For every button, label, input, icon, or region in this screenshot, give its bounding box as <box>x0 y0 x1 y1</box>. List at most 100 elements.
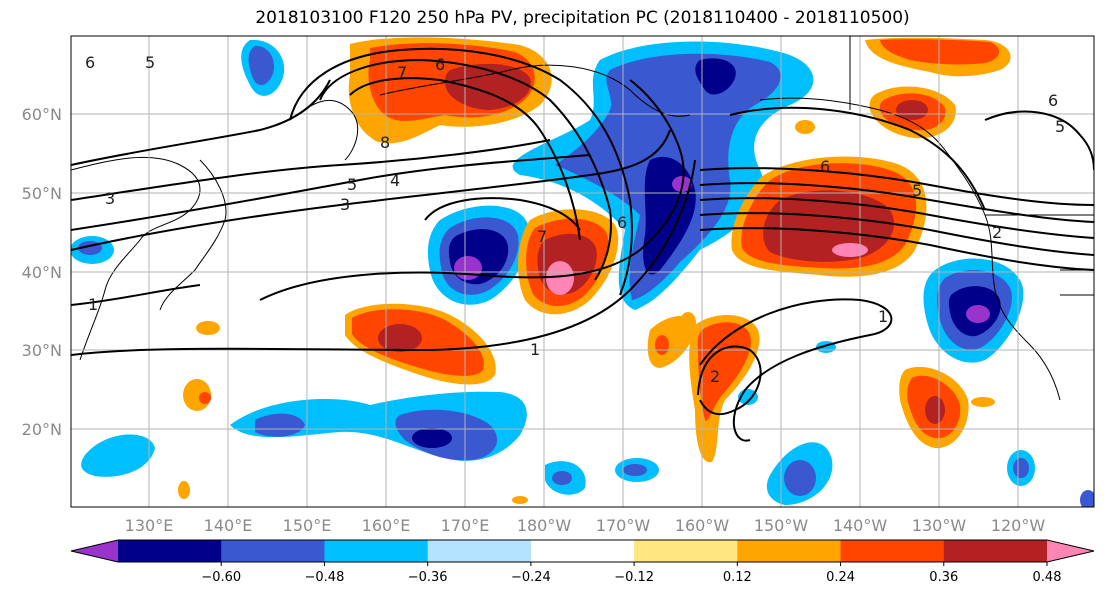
lon-label: 170°E <box>441 516 490 535</box>
contour-label: 2 <box>710 367 720 386</box>
lon-label: 180°W <box>517 516 572 535</box>
contour-6 <box>289 47 633 296</box>
gridlines <box>71 36 1094 507</box>
lon-label: 140°W <box>833 516 888 535</box>
lon-label: 140°E <box>204 516 253 535</box>
map-frame <box>70 35 1095 508</box>
contour-ne <box>984 110 1094 171</box>
pos-region-ne2 <box>880 39 1000 65</box>
contour-east-2 <box>699 182 1094 223</box>
neg-region-s2b <box>623 464 647 476</box>
contour-2 <box>259 79 685 301</box>
lat-label: 40°N <box>22 263 62 282</box>
contour-label: 7 <box>537 227 547 246</box>
contour-label: 6 <box>435 55 445 74</box>
contour-east-2l <box>697 345 762 416</box>
contour-label: 6 <box>1048 91 1058 110</box>
colorbar-tick-label: −0.12 <box>614 570 654 585</box>
pos-region-w7 <box>680 312 696 332</box>
contour-label: 1 <box>88 295 98 314</box>
lon-label: 130°E <box>125 516 174 535</box>
pos-region-e3 <box>925 396 945 424</box>
neg-region-band4 <box>255 413 305 437</box>
contour-label: 6 <box>820 157 830 176</box>
lon-label: 120°W <box>991 516 1046 535</box>
colorbar-swatch <box>943 540 1048 562</box>
colorbar-ticks: −0.60 −0.48 −0.36 −0.24 −0.12 0.12 0.24 0.36 0.4… <box>201 562 1062 585</box>
neg-region-048b <box>695 58 736 95</box>
lat-label: 30°N <box>22 341 62 360</box>
contour-label: 5 <box>1055 117 1065 136</box>
contour-1 <box>71 159 696 356</box>
asia-coast <box>71 156 201 361</box>
neg-region-band3 <box>412 428 452 448</box>
pos-region-north3 <box>445 63 531 110</box>
contour-label: 6 <box>85 53 95 72</box>
neg-region-s4b <box>1013 458 1029 478</box>
contour-east-1l <box>699 298 893 442</box>
figure-title: 2018103100 F120 250 hPa PV, precipitatio… <box>255 8 910 28</box>
neg-region-s5 <box>1080 490 1094 507</box>
neg-region-060d <box>454 256 482 280</box>
colorbar-swatch <box>221 540 325 562</box>
pv-contours <box>71 47 1094 442</box>
pos-region-w3 <box>178 481 190 499</box>
colorbar-tick-label: 0.24 <box>826 570 855 585</box>
pos-region-sw3 <box>378 324 422 352</box>
lat-label: 20°N <box>22 420 62 439</box>
lat-label: 60°N <box>22 105 62 124</box>
colorbar-swatch <box>530 540 635 562</box>
colorbar-swatch <box>324 540 429 562</box>
contour-east-5 <box>699 227 1094 271</box>
contour-label: 1 <box>878 307 888 326</box>
contour-label: 5 <box>145 53 155 72</box>
neg-region-s3b <box>784 460 816 496</box>
colorbar-tick-label: −0.60 <box>201 570 241 585</box>
contour-4 <box>71 154 591 231</box>
colorbar-tick-label: −0.24 <box>511 570 551 585</box>
lon-label: 160°E <box>362 516 411 535</box>
pos-region-gulf3 <box>896 100 928 120</box>
contour-label: 2 <box>992 223 1002 242</box>
neg-region-sw <box>81 434 155 477</box>
contour-label: 3 <box>105 189 115 208</box>
pos-region-w2 <box>196 321 220 335</box>
contour-east-6 <box>729 106 986 211</box>
contour-east-4 <box>699 212 1094 256</box>
colorbar-extend-high <box>1047 540 1094 562</box>
aleutian-coast <box>379 64 691 117</box>
colorbar-tick-label: 0.36 <box>929 570 958 585</box>
neg-region-s1b <box>552 471 572 485</box>
neg-region-060e <box>966 305 990 323</box>
colorbar-swatch <box>427 540 532 562</box>
pos-region-e4 <box>971 397 995 407</box>
pos-region-c4 <box>655 335 669 355</box>
lon-label: 170°W <box>596 516 651 535</box>
pos-region-w5 <box>372 130 388 142</box>
neg-region-036c <box>248 45 275 85</box>
contour-1b <box>71 284 201 306</box>
lon-label: 130°W <box>912 516 967 535</box>
pos-region-dateline4 <box>546 261 574 295</box>
coastlines <box>71 36 1094 401</box>
contour-7 <box>319 58 612 281</box>
contour-label: 5 <box>347 175 357 194</box>
contour-3 <box>71 129 671 251</box>
contour-label: 8 <box>380 133 390 152</box>
colorbar-swatch <box>634 540 738 562</box>
contour-inner <box>424 197 581 231</box>
colorbar-swatch <box>118 540 222 562</box>
precipitation-shading <box>71 37 1094 507</box>
colorbar-tick-label: −0.36 <box>408 570 448 585</box>
colorbar-swatch <box>737 540 842 562</box>
lat-label: 50°N <box>22 184 62 203</box>
latitude-axis: 60°N 50°N 40°N 30°N 20°N <box>22 105 62 439</box>
colorbar-tick-label: 0.48 <box>1033 570 1062 585</box>
na-coast <box>759 97 1061 401</box>
colorbar <box>70 539 1095 563</box>
contour-label: 7 <box>397 63 407 82</box>
pos-region-nep3 <box>763 190 895 262</box>
contour-label: 1 <box>530 340 540 359</box>
pos-region-w4 <box>512 496 528 504</box>
